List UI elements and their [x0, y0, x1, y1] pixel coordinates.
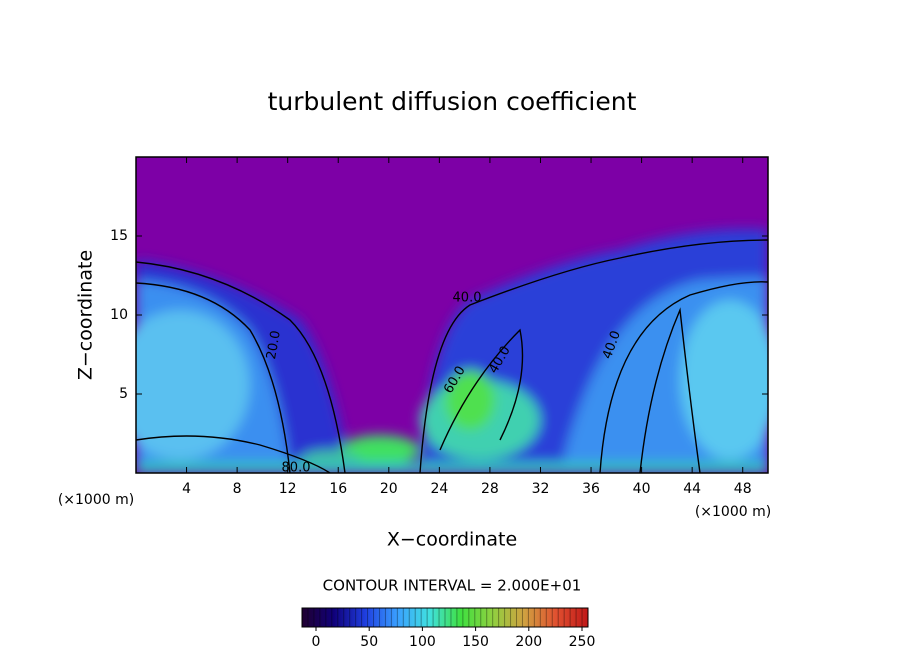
x-tick-label: 48: [734, 481, 752, 497]
colorbar-tick-label: 100: [409, 634, 436, 650]
contour-label: 20.0: [264, 329, 284, 360]
x-tick-label: 36: [582, 481, 600, 497]
y-axis-label: Z−coordinate: [75, 250, 97, 380]
colorbar-tick-label: 50: [360, 634, 378, 650]
x-tick-label: 40: [633, 481, 651, 497]
x-unit-label: (×1000 m): [695, 504, 771, 520]
contour-interval: CONTOUR INTERVAL = 2.000E+01: [323, 577, 582, 595]
x-tick-label: 24: [430, 481, 448, 497]
colorbar-tick-label: 0: [312, 634, 321, 650]
x-axis-label: X−coordinate: [387, 529, 517, 551]
x-tick-label: 8: [233, 481, 242, 497]
colorbar-tick-label: 250: [569, 634, 596, 650]
y-tick-label: 10: [110, 307, 128, 323]
x-tick-label: 4: [182, 481, 191, 497]
y-tick-label: 5: [119, 386, 128, 402]
contour-label: 40.0: [453, 291, 482, 306]
x-tick-label: 32: [532, 481, 550, 497]
x-tick-label: 16: [329, 481, 347, 497]
x-tick-label: 20: [380, 481, 398, 497]
colorbar-tick-label: 200: [515, 634, 542, 650]
x-tick-label: 28: [481, 481, 499, 497]
y-unit-label: (×1000 m): [58, 492, 134, 508]
contour-label: 80.0: [282, 461, 311, 476]
chart-title: turbulent diffusion coefficient: [268, 87, 637, 116]
x-tick-label: 12: [279, 481, 297, 497]
field: [136, 157, 768, 473]
colorbar: [301, 607, 589, 628]
x-tick-label: 44: [683, 481, 701, 497]
colorbar-tick-label: 150: [462, 634, 489, 650]
y-tick-label: 15: [110, 228, 128, 244]
